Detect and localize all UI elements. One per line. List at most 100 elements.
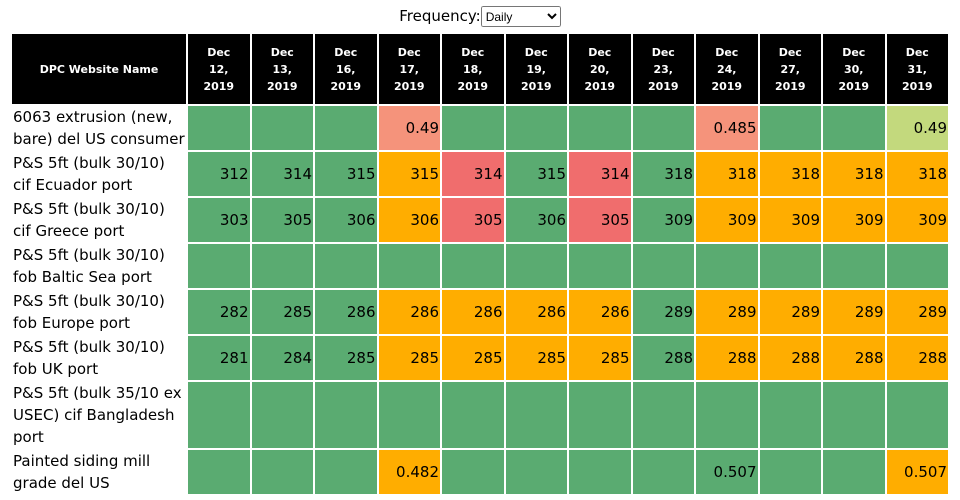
value-cell: 285 [376,334,442,382]
column-date: Dec 27, 2019 [774,45,806,93]
column-header: Dec 16, 2019 [313,32,379,106]
value-cell [503,242,569,290]
column-header: Dec 31, 2019 [884,32,950,106]
value-cell: 281 [186,334,252,382]
value-cell [503,380,569,450]
value-cell: 286 [440,288,506,336]
frequency-select[interactable]: Daily [480,6,561,27]
value-cell [630,104,696,152]
value-cell [313,380,379,450]
value-cell: 305 [249,196,315,244]
value-cell [376,242,442,290]
value-cell [440,104,506,152]
value-cell [313,242,379,290]
value-cell: 306 [503,196,569,244]
column-date: Dec 31, 2019 [901,45,933,93]
value-cell [186,242,252,290]
table-row: P&S 5ft (bulk 35/10 ex USEC) cif Banglad… [10,380,950,450]
row-name: 6063 extrusion (new, bare) del US consum… [10,104,188,152]
value-cell: 289 [884,288,950,336]
table-row: 6063 extrusion (new, bare) del US consum… [10,104,950,152]
value-cell [249,242,315,290]
table-body: 6063 extrusion (new, bare) del US consum… [10,104,950,496]
column-date: Dec 24, 2019 [711,45,743,93]
column-date: Dec 18, 2019 [457,45,489,93]
value-cell [821,104,887,152]
value-cell: 309 [694,196,760,244]
value-cell [821,380,887,450]
column-header: Dec 24, 2019 [694,32,760,106]
value-cell: 289 [694,288,760,336]
column-date: Dec 20, 2019 [584,45,616,93]
value-cell: 315 [313,150,379,198]
value-cell [313,448,379,496]
value-cell [567,448,633,496]
value-cell: 288 [884,334,950,382]
value-cell: 0.507 [884,448,950,496]
value-cell [630,448,696,496]
value-cell: 0.485 [694,104,760,152]
value-cell [567,242,633,290]
value-cell: 309 [884,196,950,244]
value-cell: 315 [503,150,569,198]
value-cell: 288 [630,334,696,382]
value-cell: 286 [313,288,379,336]
value-cell: 288 [821,334,887,382]
table-row: P&S 5ft (bulk 30/10) cif Ecuador port 312… [10,150,950,198]
value-cell [186,380,252,450]
value-cell: 309 [757,196,823,244]
value-cell: 305 [440,196,506,244]
value-cell [249,448,315,496]
column-header: Dec 18, 2019 [440,32,506,106]
value-cell: 282 [186,288,252,336]
value-cell: 285 [440,334,506,382]
value-cell: 314 [567,150,633,198]
value-cell [440,380,506,450]
value-cell: 314 [440,150,506,198]
table-row: P&S 5ft (bulk 30/10) fob Europe port 282 2… [10,288,950,336]
value-cell: 285 [503,334,569,382]
value-cell [884,380,950,450]
value-cell: 318 [884,150,950,198]
row-name: P&S 5ft (bulk 30/10) fob UK port [10,334,188,382]
value-cell: 306 [313,196,379,244]
row-name: P&S 5ft (bulk 30/10) cif Greece port [10,196,188,244]
value-cell [884,242,950,290]
value-cell [186,104,252,152]
value-cell: 0.49 [884,104,950,152]
value-cell [630,242,696,290]
column-header: Dec 23, 2019 [630,32,696,106]
value-cell: 289 [757,288,823,336]
value-cell: 318 [821,150,887,198]
value-cell [503,448,569,496]
value-cell: 286 [376,288,442,336]
row-name: Painted siding mill grade del US [10,448,188,496]
value-cell: 0.507 [694,448,760,496]
value-cell [757,380,823,450]
table-row: P&S 5ft (bulk 30/10) cif Greece port 303 3… [10,196,950,244]
value-cell: 309 [821,196,887,244]
value-cell [313,104,379,152]
value-cell [440,242,506,290]
value-cell [757,448,823,496]
filter-label: Frequency: [399,7,481,25]
value-cell: 285 [313,334,379,382]
column-header: Dec 27, 2019 [757,32,823,106]
value-cell [821,242,887,290]
value-cell: 0.49 [376,104,442,152]
value-cell: 318 [630,150,696,198]
value-cell [249,104,315,152]
value-cell: 289 [630,288,696,336]
value-cell [249,380,315,450]
value-cell: 285 [249,288,315,336]
value-cell [694,380,760,450]
row-name: P&S 5ft (bulk 30/10) fob Europe port [10,288,188,336]
header-row: DPC Website Name Dec 12, 2019 Dec 13, 2019… [10,32,950,106]
column-header: Dec 30, 2019 [821,32,887,106]
value-cell [567,380,633,450]
value-cell [630,380,696,450]
value-cell: 309 [630,196,696,244]
value-cell: 312 [186,150,252,198]
value-cell: 286 [503,288,569,336]
